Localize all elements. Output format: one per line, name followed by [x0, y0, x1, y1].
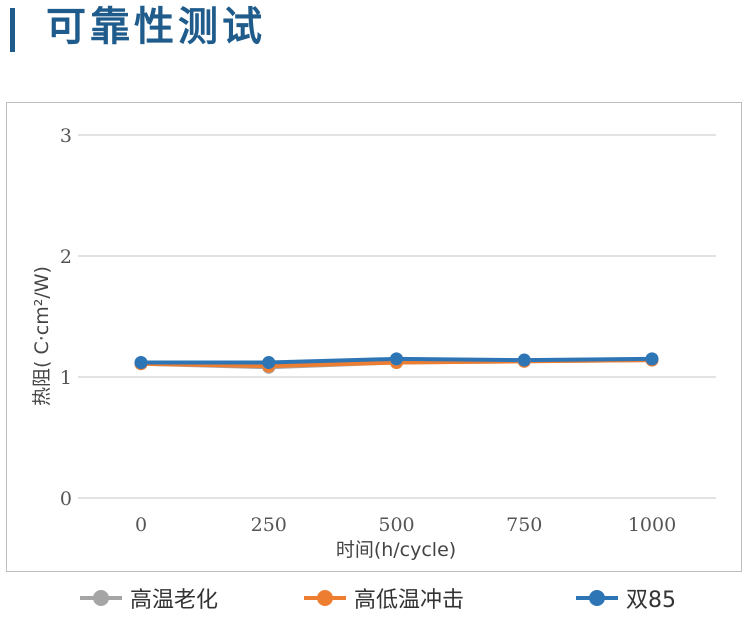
x-tick-label: 750 — [506, 514, 542, 536]
legend-item-double-85: 双85 — [576, 578, 676, 618]
legend-label: 高低温冲击 — [354, 588, 465, 613]
y-tick-label: 2 — [60, 246, 72, 268]
x-tick-labels: 0 250 500 750 1000 — [135, 514, 676, 536]
chart-frame — [6, 102, 742, 572]
legend-label: 高温老化 — [130, 588, 219, 613]
legend-item-high-temp-aging: 高温老化 — [80, 578, 218, 618]
page-title: 可靠性测试 — [46, 4, 266, 50]
data-point — [262, 355, 276, 369]
data-point — [134, 355, 148, 369]
reliability-line-chart: 0 1 2 3 0 250 500 750 1000 时间(h/cycle) 热阻( C·cm… — [31, 125, 716, 561]
gridlines — [78, 134, 716, 499]
x-axis-title: 时间(h/cycle) — [336, 539, 456, 561]
x-tick-label: 1000 — [628, 514, 676, 536]
y-tick-label: 0 — [60, 488, 72, 510]
y-tick-labels: 0 1 2 3 — [60, 125, 72, 510]
series-points — [134, 352, 659, 374]
chart-legend: 高温老化 高低温冲击 双85 — [0, 578, 750, 618]
x-tick-label: 500 — [378, 514, 414, 536]
header: 可靠性测试 — [0, 0, 750, 60]
x-tick-label: 0 — [135, 514, 147, 536]
data-point — [517, 353, 531, 367]
legend-item-thermal-shock: 高低温冲击 — [304, 578, 464, 618]
legend-marker-icon — [80, 590, 122, 606]
x-tick-label: 250 — [251, 514, 287, 536]
legend-label: 双85 — [626, 588, 676, 613]
legend-marker-icon — [304, 590, 346, 606]
data-point — [390, 352, 403, 366]
title-accent-bar — [10, 8, 15, 52]
y-tick-label: 3 — [60, 125, 72, 147]
legend-marker-icon — [576, 590, 618, 606]
y-tick-label: 1 — [60, 367, 72, 389]
data-point — [645, 352, 659, 366]
y-axis-title: 热阻( C·cm²/W) — [31, 266, 53, 406]
